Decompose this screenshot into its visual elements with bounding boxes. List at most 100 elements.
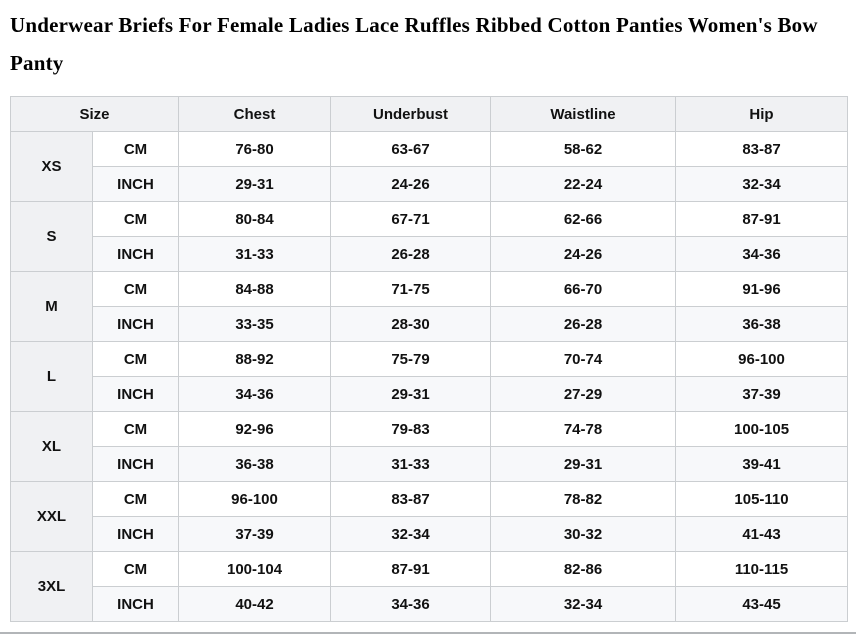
measurement-value-cell: 32-34 — [490, 586, 677, 622]
size-row-cm: XS CM 76-80 63-67 58-62 83-87 — [10, 131, 849, 202]
measurement-value-cell: 29-31 — [330, 376, 492, 412]
measurement-value-cell: 29-31 — [178, 166, 332, 202]
size-label-cell: M — [10, 271, 93, 342]
page-bottom-edge-divider — [0, 632, 856, 634]
measurement-value-cell: 87-91 — [330, 551, 492, 587]
measurement-value-cell: 110-115 — [675, 551, 849, 587]
unit-label-cell: INCH — [91, 306, 180, 342]
measurement-value-cell: 100-104 — [178, 551, 332, 587]
unit-label-cell: CM — [91, 341, 180, 377]
size-row-cm: M CM 84-88 71-75 66-70 91-96 — [10, 271, 849, 342]
measurement-value-cell: 92-96 — [178, 411, 332, 447]
measurement-value-cell: 96-100 — [675, 341, 849, 377]
size-row-inch: INCH 29-31 24-26 22-24 32-34 — [11, 166, 849, 202]
unit-label-cell: CM — [91, 551, 180, 587]
measurement-value-cell: 34-36 — [178, 376, 332, 412]
product-title: Underwear Briefs For Female Ladies Lace … — [10, 13, 818, 75]
measurement-value-cell: 41-43 — [675, 516, 849, 552]
size-label-cell: S — [10, 201, 93, 272]
measurement-value-cell: 76-80 — [178, 131, 332, 167]
size-row-cm: 3XL CM 100-104 87-91 82-86 110-115 — [10, 551, 849, 622]
unit-label-cell: CM — [91, 271, 180, 307]
measurement-value-cell: 87-91 — [675, 201, 849, 237]
size-chart-table: Size Chest Underbust Waistline Hip XS CM 7… — [9, 96, 849, 622]
measurement-value-cell: 37-39 — [178, 516, 332, 552]
measurement-value-cell: 34-36 — [330, 586, 492, 622]
size-row-inch: INCH 37-39 32-34 30-32 41-43 — [11, 516, 849, 552]
size-row-cm: XXL CM 96-100 83-87 78-82 105-110 — [10, 481, 849, 552]
size-label-cell: L — [10, 341, 93, 412]
column-header-size: Size — [9, 96, 180, 132]
measurement-value-cell: 83-87 — [675, 131, 849, 167]
size-label-cell: XS — [10, 131, 93, 202]
column-header-underbust: Underbust — [330, 96, 492, 132]
size-row-inch: INCH 36-38 31-33 29-31 39-41 — [11, 446, 849, 482]
size-chart-header: Size Chest Underbust Waistline Hip — [9, 96, 849, 132]
unit-label-cell: CM — [91, 481, 180, 517]
measurement-value-cell: 22-24 — [490, 166, 677, 202]
measurement-value-cell: 96-100 — [178, 481, 332, 517]
unit-label-cell: INCH — [91, 376, 180, 412]
unit-label-cell: CM — [91, 131, 180, 167]
measurement-value-cell: 31-33 — [178, 236, 332, 272]
size-label-cell: XL — [10, 411, 93, 482]
size-row-cm: L CM 88-92 75-79 70-74 96-100 — [10, 341, 849, 412]
measurement-value-cell: 67-71 — [330, 201, 492, 237]
measurement-value-cell: 33-35 — [178, 306, 332, 342]
column-header-waistline: Waistline — [490, 96, 677, 132]
measurement-value-cell: 62-66 — [490, 201, 677, 237]
size-chart-body: XS CM 76-80 63-67 58-62 83-87 INCH 29-31 24-26 22… — [10, 131, 849, 622]
unit-label-cell: CM — [91, 201, 180, 237]
measurement-value-cell: 79-83 — [330, 411, 492, 447]
measurement-value-cell: 26-28 — [490, 306, 677, 342]
measurement-value-cell: 29-31 — [490, 446, 677, 482]
measurement-value-cell: 30-32 — [490, 516, 677, 552]
measurement-value-cell: 28-30 — [330, 306, 492, 342]
measurement-value-cell: 63-67 — [330, 131, 492, 167]
measurement-value-cell: 40-42 — [178, 586, 332, 622]
measurement-value-cell: 34-36 — [675, 236, 849, 272]
measurement-value-cell: 70-74 — [490, 341, 677, 377]
measurement-value-cell: 75-79 — [330, 341, 492, 377]
measurement-value-cell: 36-38 — [178, 446, 332, 482]
measurement-value-cell: 26-28 — [330, 236, 492, 272]
column-header-hip: Hip — [675, 96, 849, 132]
measurement-value-cell: 100-105 — [675, 411, 849, 447]
unit-label-cell: CM — [91, 411, 180, 447]
measurement-value-cell: 37-39 — [675, 376, 849, 412]
measurement-value-cell: 58-62 — [490, 131, 677, 167]
measurement-value-cell: 83-87 — [330, 481, 492, 517]
measurement-value-cell: 27-29 — [490, 376, 677, 412]
column-header-chest: Chest — [178, 96, 332, 132]
unit-label-cell: INCH — [91, 586, 180, 622]
size-row-inch: INCH 31-33 26-28 24-26 34-36 — [11, 236, 849, 272]
measurement-value-cell: 91-96 — [675, 271, 849, 307]
measurement-value-cell: 24-26 — [330, 166, 492, 202]
measurement-value-cell: 88-92 — [178, 341, 332, 377]
measurement-value-cell: 39-41 — [675, 446, 849, 482]
measurement-value-cell: 74-78 — [490, 411, 677, 447]
size-row-cm: XL CM 92-96 79-83 74-78 100-105 — [10, 411, 849, 482]
size-row-inch: INCH 33-35 28-30 26-28 36-38 — [11, 306, 849, 342]
header-row: Size Chest Underbust Waistline Hip — [9, 96, 849, 132]
measurement-value-cell: 78-82 — [490, 481, 677, 517]
measurement-value-cell: 32-34 — [675, 166, 849, 202]
measurement-value-cell: 43-45 — [675, 586, 849, 622]
measurement-value-cell: 82-86 — [490, 551, 677, 587]
size-label-cell: 3XL — [10, 551, 93, 622]
size-label-cell: XXL — [10, 481, 93, 552]
size-row-inch: INCH 40-42 34-36 32-34 43-45 — [11, 586, 849, 622]
measurement-value-cell: 24-26 — [490, 236, 677, 272]
measurement-value-cell: 84-88 — [178, 271, 332, 307]
size-row-cm: S CM 80-84 67-71 62-66 87-91 — [10, 201, 849, 272]
measurement-value-cell: 32-34 — [330, 516, 492, 552]
unit-label-cell: INCH — [91, 166, 180, 202]
measurement-value-cell: 66-70 — [490, 271, 677, 307]
measurement-value-cell: 36-38 — [675, 306, 849, 342]
unit-label-cell: INCH — [91, 446, 180, 482]
unit-label-cell: INCH — [91, 236, 180, 272]
measurement-value-cell: 80-84 — [178, 201, 332, 237]
measurement-value-cell: 31-33 — [330, 446, 492, 482]
measurement-value-cell: 105-110 — [675, 481, 849, 517]
